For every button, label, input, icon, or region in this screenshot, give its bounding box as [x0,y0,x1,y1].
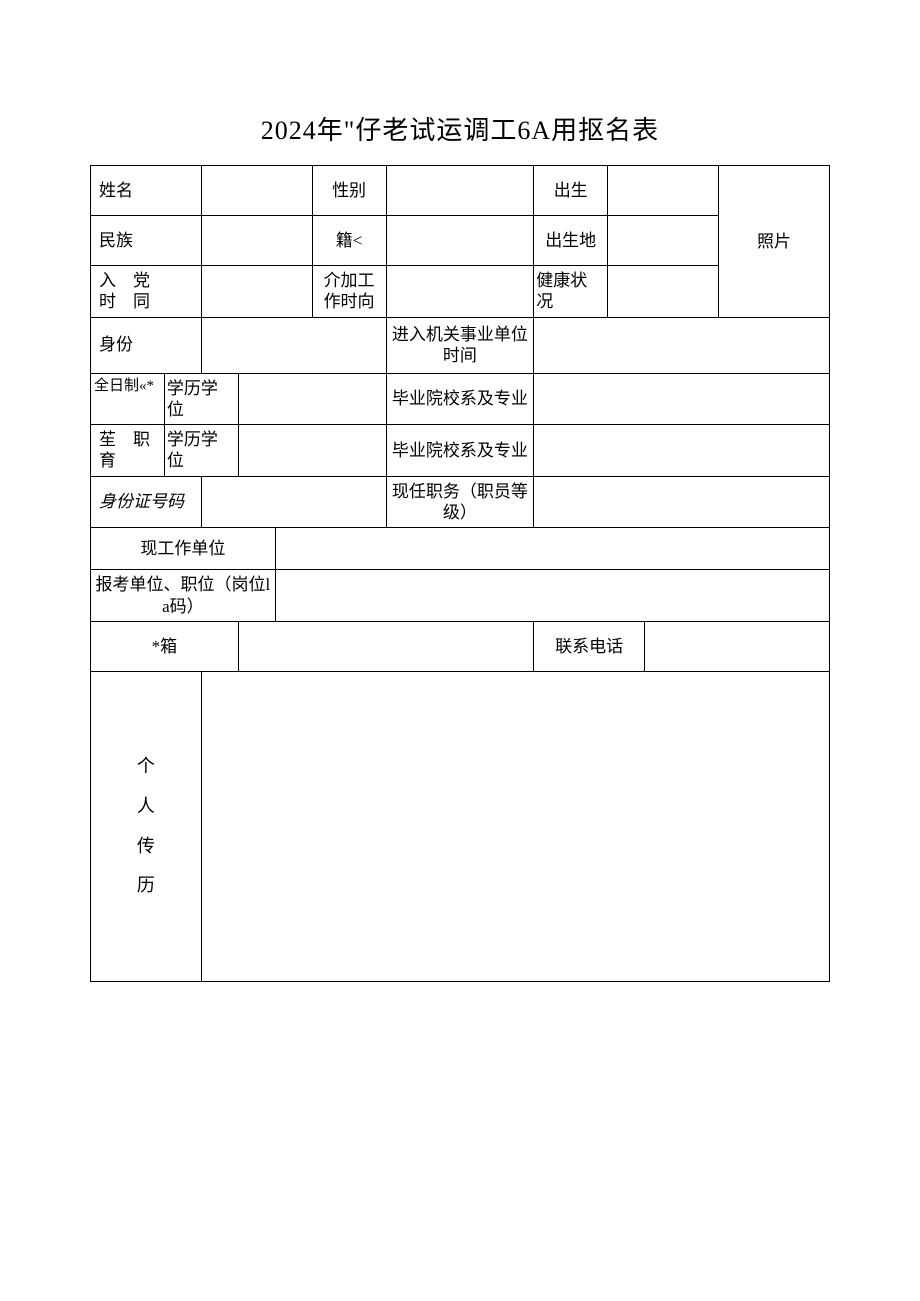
value-ft-school[interactable] [534,373,830,425]
value-identity[interactable] [201,317,386,373]
value-gender[interactable] [386,166,534,216]
value-origin[interactable] [386,216,534,266]
application-form-table: 姓名 性别 出生 照片 民族 籍< 出生地 入 党 时 同 介加工作时向 健康状… [90,165,830,982]
value-birthplace[interactable] [608,216,719,266]
label-ft-degree: 学历学位 [164,373,238,425]
value-birth[interactable] [608,166,719,216]
label-oj-degree: 学历学位 [164,425,238,477]
label-mailbox: *箱 [91,622,239,672]
label-gender: 性别 [312,166,386,216]
label-curpos: 现任职务（职员等级） [386,476,534,528]
value-ft-degree[interactable] [238,373,386,425]
label-onjob: 苼 职育 [91,425,165,477]
value-enterorg[interactable] [534,317,830,373]
label-ethnicity: 民族 [91,216,202,266]
label-identity: 身份 [91,317,202,373]
label-ft-school: 毕业院校系及专业 [386,373,534,425]
label-phone: 联系电话 [534,622,645,672]
value-name[interactable] [201,166,312,216]
label-origin: 籍< [312,216,386,266]
value-health[interactable] [608,266,719,318]
label-name: 姓名 [91,166,202,216]
label-fulltime: 全日制«* [91,373,165,425]
label-health: 健康状况 [534,266,608,318]
value-curunit[interactable] [275,528,829,570]
value-workstart[interactable] [386,266,534,318]
value-oj-degree[interactable] [238,425,386,477]
label-curunit: 现工作单位 [91,528,276,570]
label-birthplace: 出生地 [534,216,608,266]
form-title: 2024年"仔老试运调工6A用抠名表 [90,110,830,147]
label-idnum: 身份证号码 [91,476,202,528]
value-apply[interactable] [275,570,829,622]
label-party: 入 党 时 同 [91,266,202,318]
value-idnum[interactable] [201,476,386,528]
value-resume[interactable] [201,672,829,982]
label-resume: 个人传历 [91,672,202,982]
label-workstart: 介加工作时向 [312,266,386,318]
value-phone[interactable] [645,622,830,672]
label-enterorg: 进入机关事业单位时间 [386,317,534,373]
label-birth: 出生 [534,166,608,216]
label-apply: 报考单位、职位（岗位la码） [91,570,276,622]
value-mailbox[interactable] [238,622,534,672]
photo-cell[interactable]: 照片 [718,166,829,318]
value-curpos[interactable] [534,476,830,528]
value-party[interactable] [201,266,312,318]
value-oj-school[interactable] [534,425,830,477]
label-oj-school: 毕业院校系及专业 [386,425,534,477]
value-ethnicity[interactable] [201,216,312,266]
